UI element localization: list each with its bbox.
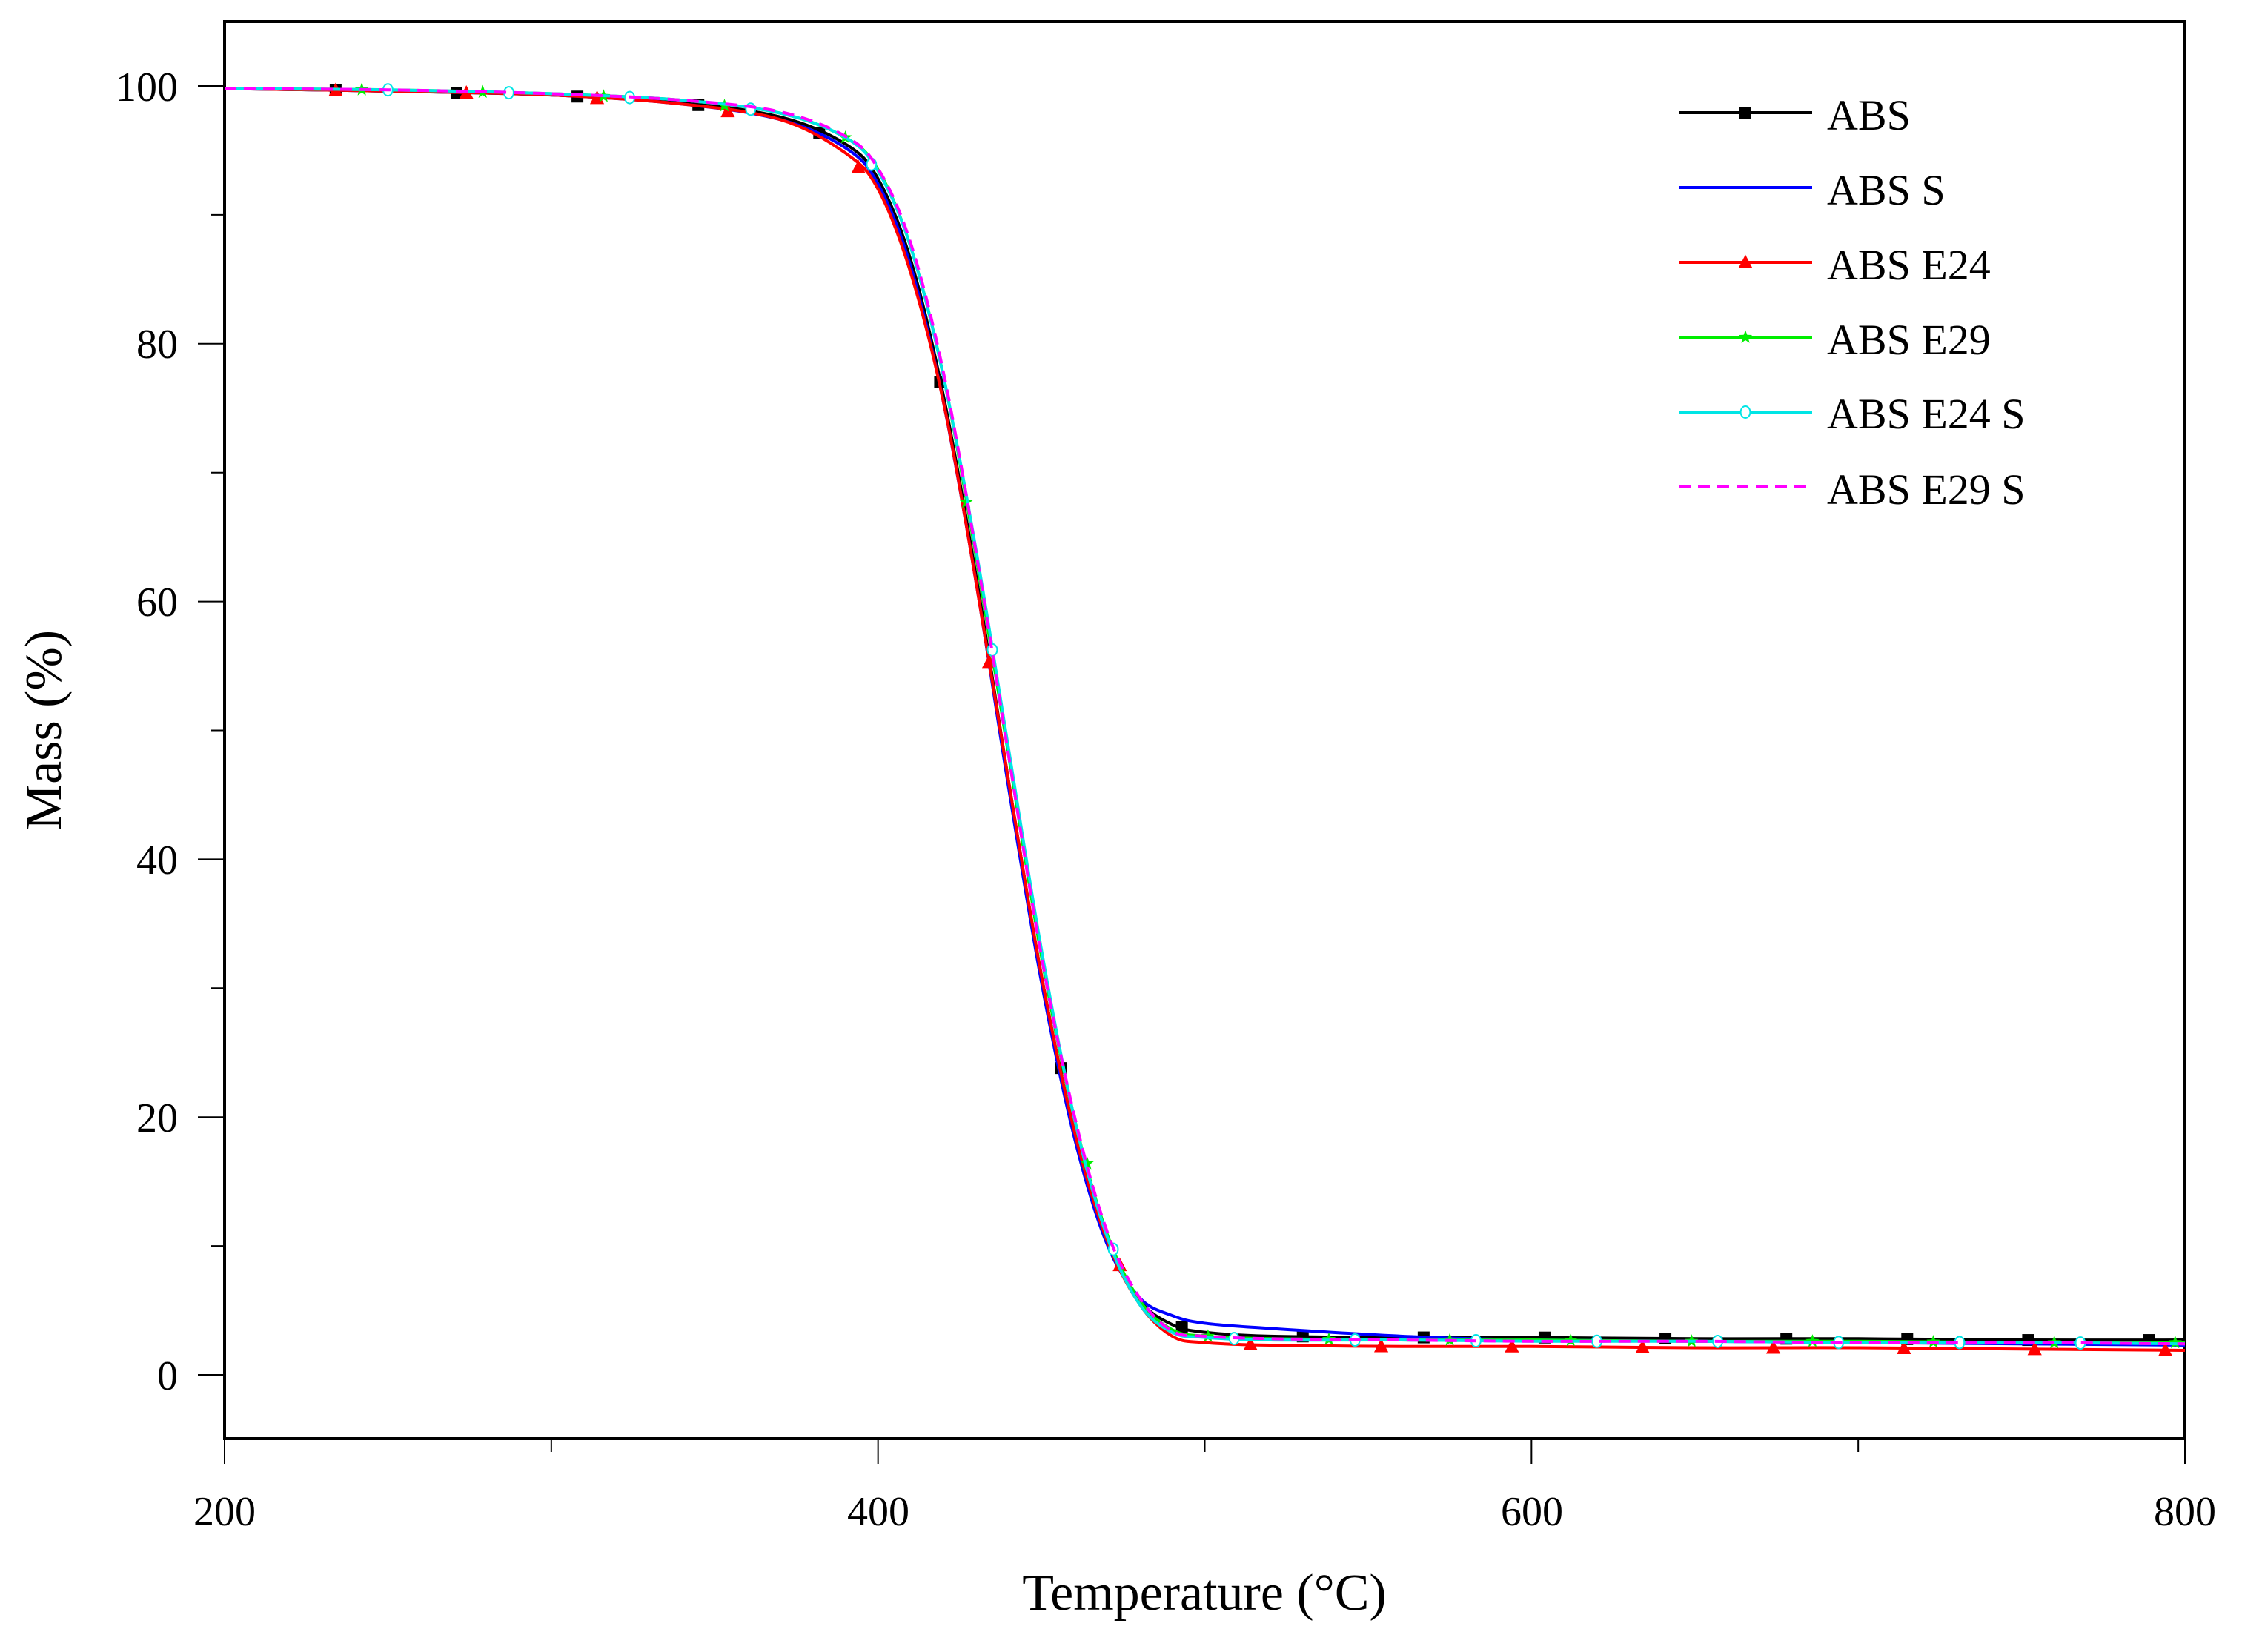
legend-label: ABS E29 S [1827, 465, 2026, 514]
y-tick-label: 0 [157, 1353, 178, 1399]
axis-ticks [198, 85, 2186, 1464]
y-tick-label: 60 [136, 580, 178, 626]
star-marker [1738, 330, 1753, 343]
square-marker [1175, 1321, 1188, 1333]
y-tick-label: 80 [136, 322, 178, 368]
x-tick-label: 200 [193, 1489, 256, 1535]
legend-label: ABS E24 S [1827, 390, 2026, 438]
y-axis-title: Mass (%) [16, 630, 73, 830]
star-marker [2168, 1335, 2182, 1349]
triangle-marker [1373, 1338, 1389, 1353]
x-axis-title: Temperature (°C) [1022, 1565, 1386, 1622]
data-series [224, 82, 2186, 1356]
triangle-marker [1738, 254, 1753, 268]
square-marker [1739, 107, 1751, 119]
y-tick-label: 20 [136, 1095, 178, 1141]
star-marker [1201, 1329, 1215, 1342]
series-abs-e29-s [224, 87, 2186, 1346]
triangle-marker [1635, 1339, 1650, 1353]
x-tick-label: 400 [847, 1489, 909, 1535]
legend-item-abs-e24-s: ABS E24 S [1679, 390, 2026, 438]
y-tick-label: 100 [116, 64, 178, 110]
series-line [224, 87, 2186, 1346]
star-marker [1564, 1333, 1578, 1347]
legend-item-abs-e24: ABS E24 [1679, 241, 1991, 289]
star-marker [1080, 1156, 1094, 1170]
triangle-marker [1505, 1338, 1519, 1353]
y-tick-label: 40 [136, 837, 178, 883]
x-tick-label: 600 [1501, 1489, 1563, 1535]
legend-item-abs-s: ABS S [1679, 166, 1946, 214]
legend-label: ABS [1827, 91, 1911, 139]
triangle-marker [1765, 1340, 1781, 1354]
y-tick-labels: 0 20 40 60 80 100 [116, 64, 178, 1399]
legend-label: ABS E29 [1827, 316, 1991, 364]
triangle-marker [2027, 1341, 2042, 1356]
triangle-marker [1897, 1340, 1911, 1354]
triangle-marker [2158, 1342, 2173, 1356]
legend-label: ABS S [1827, 166, 1946, 214]
x-tick-labels: 200 400 600 800 [193, 1489, 2216, 1535]
circle-marker [1739, 405, 1751, 419]
legend-label: ABS E24 [1827, 241, 1991, 289]
star-marker [1805, 1334, 1820, 1347]
triangle-marker [1243, 1336, 1258, 1350]
legend-item-abs-e29-s: ABS E29 S [1679, 465, 2026, 514]
triangle-marker [851, 159, 866, 173]
legend: ABS ABS S ABS E24 ABS E29 ABS E24 S ABS … [1679, 91, 2026, 514]
legend-item-abs-e29: ABS E29 [1679, 316, 1991, 364]
legend-item-abs: ABS [1679, 91, 1911, 139]
x-tick-label: 800 [2154, 1489, 2216, 1535]
